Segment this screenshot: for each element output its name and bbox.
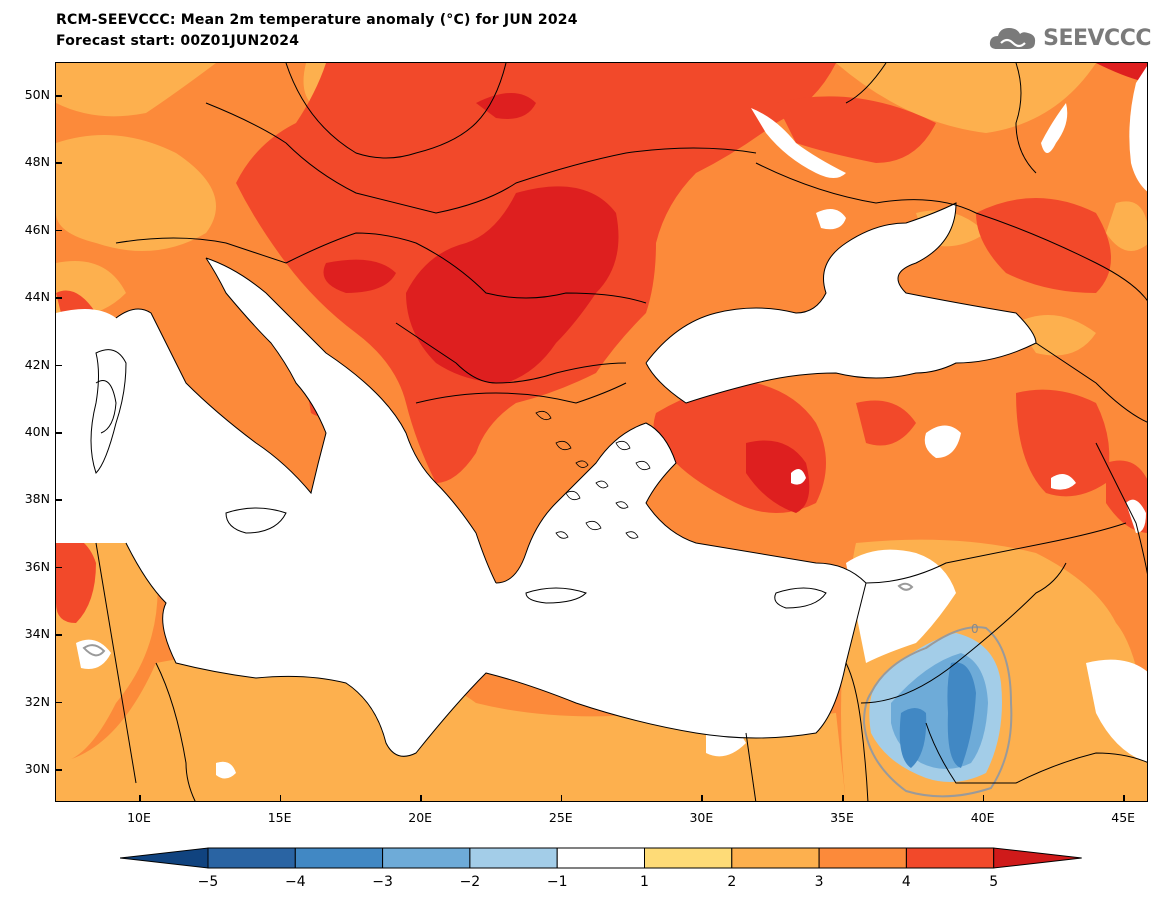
lon-label-40e: 40E [970,810,995,825]
cloud-icon [990,28,1036,49]
colorbar-swatch [469,847,558,869]
colorbar-swatch [731,847,820,869]
colorbar-swatch [294,847,384,869]
lon-tick [701,795,703,802]
zero-contour-label: 0 [971,622,979,636]
land-anomaly-5-plus [323,63,1147,513]
colorbar-tick-label: 3 [814,874,824,890]
anomaly-map: 0 [55,62,1148,802]
colorbar-tick-label: −3 [372,874,393,890]
coastlines-and-borders [90,63,1147,801]
colorbar-swatch [207,847,296,869]
lat-tick [55,432,62,434]
colorbar-swatch [905,847,995,869]
colorbar-low-extend [119,847,209,869]
lat-tick [55,297,62,299]
lat-tick [55,95,62,97]
colorbar-swatches [119,847,1082,869]
lon-label-20e: 20E [408,810,433,825]
colorbar-tick-label: −2 [459,874,481,890]
lat-label-50n: 50N [24,87,50,102]
sea-areas [56,66,1147,757]
lon-label-35e: 35E [830,810,854,825]
lat-tick [55,364,62,367]
lon-tick [560,795,563,802]
map-canvas: 0 [56,63,1147,801]
lon-tick [420,795,422,802]
forecast-start: Forecast start: 00Z01JUN2024 [56,33,300,49]
lat-label-34n: 34N [24,626,50,642]
lat-tick [55,769,62,771]
lat-label-32n: 32N [24,693,50,709]
colorbar-tick-label: 5 [989,874,999,890]
lat-label-40n: 40N [24,424,50,439]
zero-contour [862,626,1013,798]
colorbar-swatch [382,847,471,869]
seevccc-logo: SEEVCCC [987,22,1151,54]
lat-label-38n: 38N [24,491,50,507]
logo-text: SEEVCCC [1043,25,1151,51]
map-title: RCM-SEEVCCC: Mean 2m temperature anomaly… [56,12,578,28]
aegean-islands [535,410,651,539]
colorbar-tick-label: 4 [901,874,911,890]
lon-label-15e: 15E [267,810,292,825]
lat-label-46n: 46N [24,221,50,237]
colorbar [119,846,1085,874]
lat-tick [55,701,62,704]
colorbar-swatch [644,847,733,869]
colorbar-swatch [556,847,646,869]
zero-contour-tunisia [82,644,106,657]
lon-label-30e: 30E [689,810,714,825]
lon-tick [1123,795,1125,802]
lon-label-45e: 45E [1111,810,1136,825]
near-zero-anomaly [76,103,1147,779]
colorbar-tick-label: 2 [727,874,737,890]
lat-tick [55,634,62,636]
colorbar-tick-label: 1 [640,874,649,890]
lat-tick [55,229,62,232]
lat-label-48n: 48N [24,154,50,170]
lon-tick [982,795,985,802]
lon-tick [139,795,141,802]
negative-anomaly-area [869,633,1002,782]
colorbar-high-extend [993,847,1082,869]
lat-tick [55,499,62,501]
lon-label-10e: 10E [127,810,151,825]
lon-tick [279,795,282,802]
lat-tick [55,162,62,164]
lat-tick [55,566,62,569]
lon-label-25e: 25E [548,810,573,825]
lon-tick [842,795,844,802]
colorbar-tick-label: −1 [546,874,568,890]
lat-label-36n: 36N [24,558,50,574]
lat-label-30n: 30N [24,761,50,776]
zero-contour-small [897,582,914,591]
colorbar-tick-label: −5 [197,874,219,890]
lat-label-42n: 42N [24,356,50,372]
colorbar-tick-label: −4 [284,874,306,890]
colorbar-swatch [818,847,907,869]
lat-label-44n: 44N [24,289,50,305]
